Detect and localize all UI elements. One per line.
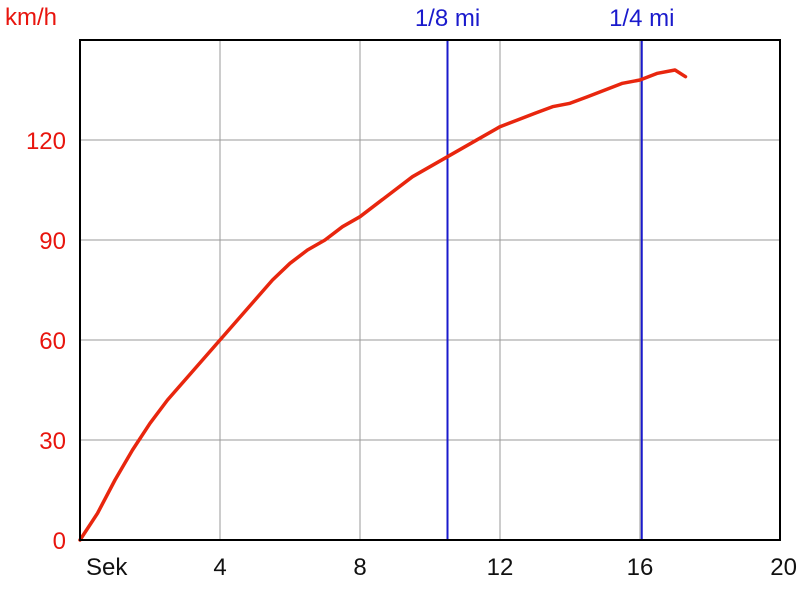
x-axis-label: Sek: [86, 554, 128, 581]
distance-markers: 1/8 mi 1/4 mi: [415, 5, 674, 540]
y-tick-label: 0: [53, 528, 66, 555]
x-tick-label: 16: [627, 554, 654, 581]
distance-marker-label: 1/4 mi: [609, 5, 674, 32]
plot-area: [80, 40, 780, 540]
x-tick-label: 4: [213, 554, 226, 581]
y-tick-label: 60: [39, 328, 66, 355]
x-tick-label: 12: [487, 554, 514, 581]
x-axis-ticks: 4 8 12 16 20: [213, 554, 797, 581]
speed-line: [78, 68, 688, 542]
grid: [80, 40, 780, 540]
x-tick-label: 20: [770, 554, 797, 581]
y-axis-ticks: 0 30 60 90 120: [26, 128, 66, 555]
y-tick-label: 120: [26, 128, 66, 155]
y-tick-label: 90: [39, 228, 66, 255]
x-tick-label: 8: [353, 554, 366, 581]
plot-border: [79, 39, 781, 541]
y-tick-label: 30: [39, 428, 66, 455]
y-axis-label: km/h: [5, 4, 57, 31]
distance-marker-label: 1/8 mi: [415, 5, 480, 32]
